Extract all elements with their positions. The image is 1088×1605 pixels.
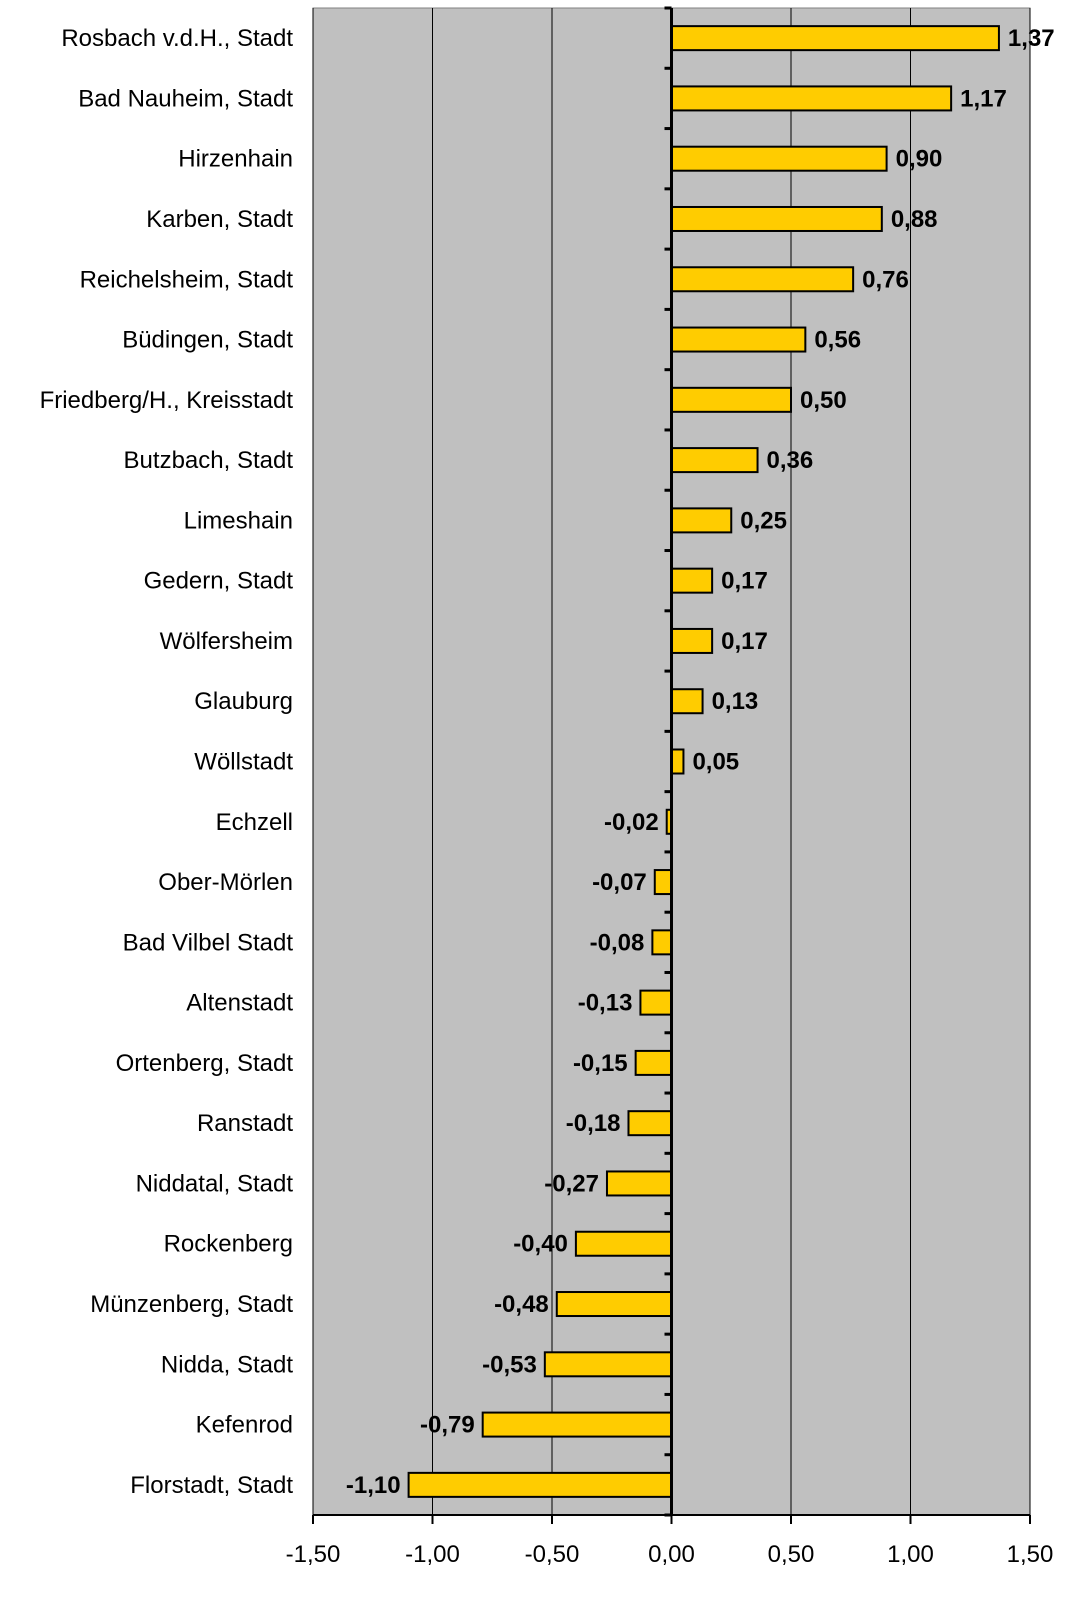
bar bbox=[670, 386, 792, 413]
category-label: Ranstadt bbox=[197, 1110, 293, 1137]
x-tick-label: -1,00 bbox=[405, 1541, 460, 1568]
category-label: Wöllstadt bbox=[194, 749, 293, 776]
bar bbox=[407, 1471, 673, 1498]
value-label: 0,56 bbox=[814, 327, 861, 354]
bar bbox=[651, 929, 673, 956]
category-label: Gedern, Stadt bbox=[144, 568, 294, 595]
bar bbox=[574, 1230, 673, 1257]
category-label: Echzell bbox=[216, 809, 293, 836]
category-label: Niddatal, Stadt bbox=[136, 1170, 294, 1197]
x-tick-label: 1,00 bbox=[887, 1541, 934, 1568]
category-label: Nidda, Stadt bbox=[161, 1351, 293, 1378]
bar bbox=[670, 507, 733, 534]
value-label: 0,50 bbox=[800, 387, 847, 414]
bars bbox=[407, 25, 1000, 1498]
category-label: Ortenberg, Stadt bbox=[116, 1050, 294, 1077]
category-label: Glauburg bbox=[194, 688, 293, 715]
x-tick-label: 1,50 bbox=[1007, 1541, 1054, 1568]
bar bbox=[555, 1291, 673, 1318]
bar bbox=[670, 266, 855, 293]
category-label: Münzenberg, Stadt bbox=[90, 1291, 293, 1318]
category-label: Limeshain bbox=[184, 507, 293, 534]
category-label: Reichelsheim, Stadt bbox=[80, 266, 294, 293]
value-label: -0,40 bbox=[513, 1231, 568, 1258]
bar bbox=[670, 748, 685, 775]
value-label: 0,17 bbox=[721, 628, 768, 655]
value-labels: 1,37 1,17 0,90 0,88 0,76 0,56 0,50 0,36 0,25 0,17… bbox=[346, 25, 1055, 1499]
category-labels: Rosbach v.d.H., Stadt Bad Nauheim, Stadt H… bbox=[40, 25, 294, 1499]
value-label: 0,90 bbox=[896, 146, 943, 173]
bar bbox=[653, 869, 673, 896]
category-label: Büdingen, Stadt bbox=[122, 327, 293, 354]
value-label: 0,25 bbox=[740, 507, 787, 534]
value-label: 0,17 bbox=[721, 568, 768, 595]
category-label: Wölfersheim bbox=[160, 628, 293, 655]
axes bbox=[312, 6, 1031, 1524]
x-tick-labels: -1,50 -1,00 -0,50 0,00 0,50 1,00 1,50 bbox=[286, 1541, 1054, 1568]
bar bbox=[481, 1411, 673, 1438]
bar bbox=[670, 567, 714, 594]
value-label: 0,13 bbox=[712, 688, 759, 715]
bar bbox=[670, 205, 883, 232]
value-label: 1,17 bbox=[960, 85, 1007, 112]
x-tick-label: 0,50 bbox=[768, 1541, 815, 1568]
value-label: -0,15 bbox=[573, 1050, 628, 1077]
category-label: Bad Nauheim, Stadt bbox=[78, 85, 293, 112]
x-tick-label: -1,50 bbox=[286, 1541, 341, 1568]
x-tick-label: 0,00 bbox=[648, 1541, 695, 1568]
bar bbox=[670, 688, 704, 715]
bar bbox=[670, 627, 714, 654]
category-label: Hirzenhain bbox=[178, 146, 293, 173]
category-label: Karben, Stadt bbox=[146, 206, 293, 233]
bar bbox=[670, 447, 759, 474]
value-label: 0,05 bbox=[692, 749, 739, 776]
value-label: 0,36 bbox=[767, 447, 814, 474]
value-label: -0,53 bbox=[482, 1351, 537, 1378]
category-label: Rosbach v.d.H., Stadt bbox=[61, 25, 293, 52]
value-label: -0,27 bbox=[544, 1170, 599, 1197]
category-label: Butzbach, Stadt bbox=[124, 447, 294, 474]
value-label: -1,10 bbox=[346, 1472, 401, 1499]
value-label: -0,07 bbox=[592, 869, 647, 896]
bar bbox=[670, 145, 888, 172]
bar bbox=[634, 1049, 673, 1076]
bar bbox=[605, 1170, 673, 1197]
value-label: -0,08 bbox=[590, 929, 645, 956]
category-label: Florstadt, Stadt bbox=[130, 1472, 293, 1499]
value-label: -0,02 bbox=[604, 809, 659, 836]
value-label: -0,13 bbox=[578, 990, 633, 1017]
category-label: Kefenrod bbox=[196, 1412, 293, 1439]
bar bbox=[670, 326, 807, 353]
bar bbox=[639, 989, 673, 1016]
value-label: 0,76 bbox=[862, 266, 909, 293]
category-label: Rockenberg bbox=[164, 1231, 293, 1258]
category-label: Altenstadt bbox=[186, 990, 293, 1017]
category-label: Bad Vilbel Stadt bbox=[123, 929, 294, 956]
category-label: Ober-Mörlen bbox=[158, 869, 293, 896]
bar bbox=[670, 85, 953, 112]
x-tick-label: -0,50 bbox=[525, 1541, 580, 1568]
value-label: -0,79 bbox=[420, 1412, 475, 1439]
gridlines bbox=[312, 8, 1031, 1515]
bar bbox=[670, 25, 1000, 52]
bar bbox=[627, 1110, 673, 1137]
category-label: Friedberg/H., Kreisstadt bbox=[40, 387, 294, 414]
value-label: 1,37 bbox=[1008, 25, 1055, 52]
value-label: -0,18 bbox=[566, 1110, 621, 1137]
bar bbox=[543, 1351, 673, 1378]
value-label: -0,48 bbox=[494, 1291, 549, 1318]
value-label: 0,88 bbox=[891, 206, 938, 233]
